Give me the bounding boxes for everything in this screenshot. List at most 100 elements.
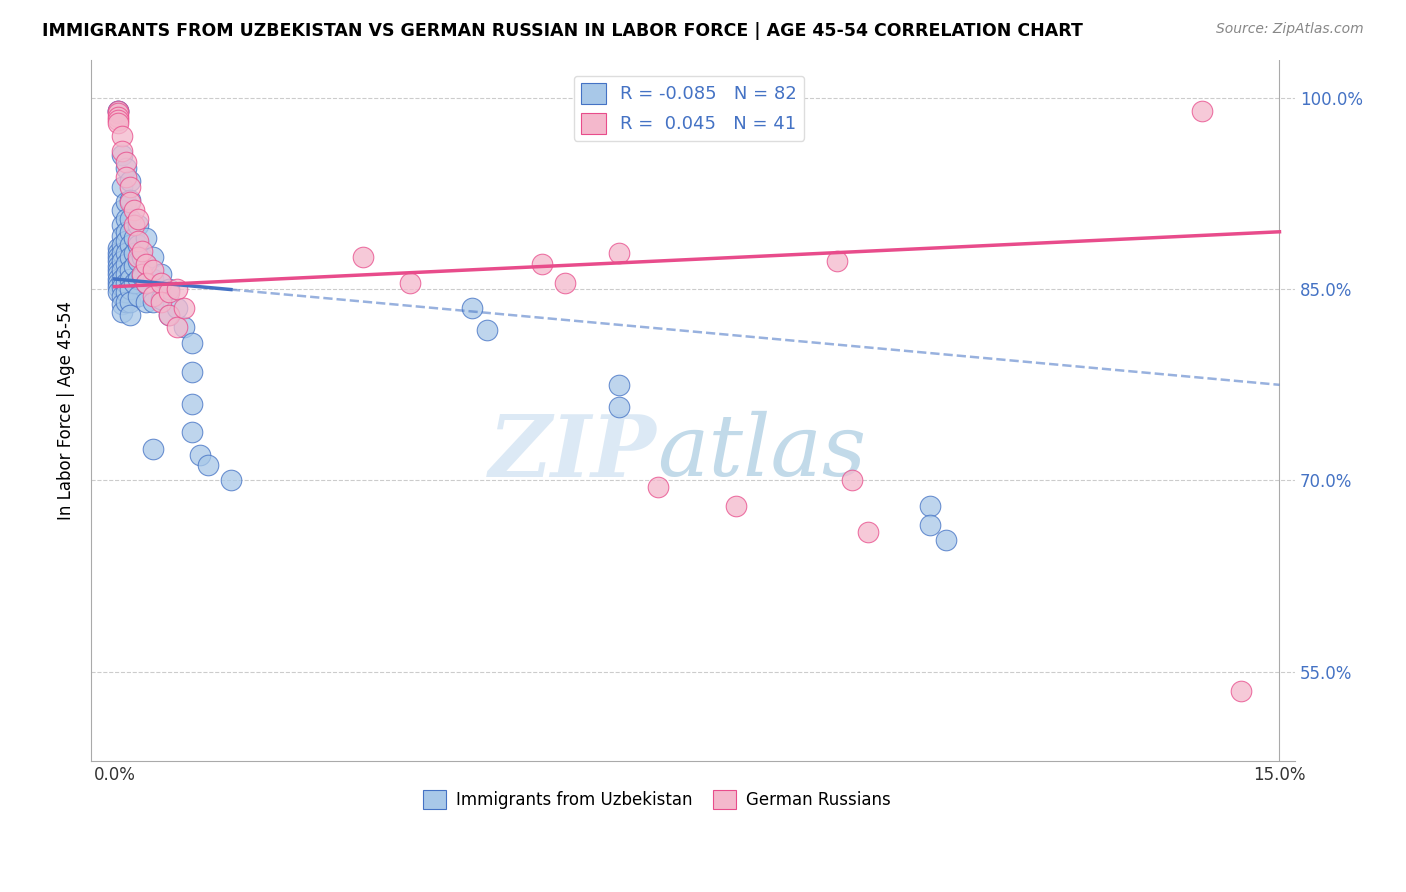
Point: [107, 254, 129, 268]
Point: [118, 282, 141, 296]
Point: [107, 112, 129, 127]
Point: [107, 250, 129, 264]
Point: [142, 294, 165, 309]
Point: [122, 246, 145, 260]
Legend: Immigrants from Uzbekistan, German Russians: Immigrants from Uzbekistan, German Russi…: [416, 783, 897, 816]
Point: [107, 263, 129, 277]
Point: [197, 458, 219, 473]
Point: [398, 276, 420, 290]
Point: [150, 294, 173, 309]
Point: [166, 282, 188, 296]
Point: [127, 219, 149, 233]
Point: [111, 297, 134, 311]
Point: [181, 335, 204, 350]
Point: [111, 237, 134, 252]
Point: [188, 448, 211, 462]
Point: [181, 425, 204, 439]
Point: [107, 272, 129, 286]
Point: [107, 276, 129, 290]
Point: [127, 288, 149, 302]
Point: [122, 231, 145, 245]
Point: [115, 294, 138, 309]
Point: [107, 246, 129, 260]
Point: [118, 263, 141, 277]
Point: [607, 246, 630, 260]
Point: [647, 480, 669, 494]
Point: [111, 203, 134, 218]
Point: [111, 288, 134, 302]
Point: [111, 272, 134, 286]
Point: [142, 250, 165, 264]
Point: [530, 257, 553, 271]
Point: [111, 148, 134, 162]
Point: [111, 305, 134, 319]
Y-axis label: In Labor Force | Age 45-54: In Labor Force | Age 45-54: [58, 301, 75, 520]
Point: [107, 103, 129, 118]
Point: [115, 212, 138, 227]
Point: [118, 195, 141, 210]
Point: [918, 499, 941, 513]
Point: [107, 103, 129, 118]
Point: [127, 212, 149, 227]
Point: [157, 282, 180, 296]
Point: [111, 246, 134, 260]
Point: [127, 234, 149, 248]
Point: [107, 267, 129, 281]
Point: [107, 106, 129, 120]
Point: [131, 267, 153, 281]
Point: [115, 276, 138, 290]
Point: [122, 259, 145, 273]
Point: [118, 250, 141, 264]
Text: IMMIGRANTS FROM UZBEKISTAN VS GERMAN RUSSIAN IN LABOR FORCE | AGE 45-54 CORRELAT: IMMIGRANTS FROM UZBEKISTAN VS GERMAN RUS…: [42, 22, 1083, 40]
Point: [142, 288, 165, 302]
Point: [157, 308, 180, 322]
Point: [142, 442, 165, 456]
Point: [1191, 103, 1213, 118]
Point: [122, 219, 145, 233]
Point: [219, 474, 242, 488]
Point: [118, 294, 141, 309]
Point: [477, 323, 499, 337]
Point: [118, 212, 141, 227]
Point: [166, 320, 188, 334]
Point: [118, 180, 141, 194]
Point: [142, 272, 165, 286]
Point: [115, 161, 138, 175]
Point: [118, 174, 141, 188]
Point: [118, 225, 141, 239]
Point: [825, 254, 848, 268]
Point: [134, 294, 156, 309]
Point: [118, 237, 141, 252]
Point: [150, 276, 173, 290]
Point: [841, 474, 863, 488]
Point: [111, 263, 134, 277]
Point: [134, 276, 156, 290]
Point: [107, 103, 129, 118]
Point: [134, 257, 156, 271]
Point: [918, 518, 941, 533]
Point: [122, 203, 145, 218]
Point: [181, 365, 204, 379]
Point: [724, 499, 747, 513]
Point: [131, 250, 153, 264]
Point: [115, 285, 138, 299]
Point: [111, 219, 134, 233]
Point: [107, 241, 129, 255]
Point: [127, 272, 149, 286]
Point: [173, 301, 195, 316]
Point: [134, 231, 156, 245]
Point: [181, 397, 204, 411]
Point: [461, 301, 484, 316]
Point: [131, 269, 153, 284]
Point: [157, 285, 180, 299]
Point: [1229, 684, 1251, 698]
Point: [127, 237, 149, 252]
Point: [118, 308, 141, 322]
Point: [352, 250, 374, 264]
Point: [157, 308, 180, 322]
Point: [111, 254, 134, 268]
Point: [115, 169, 138, 184]
Point: [607, 400, 630, 414]
Point: [856, 524, 879, 539]
Point: [122, 276, 145, 290]
